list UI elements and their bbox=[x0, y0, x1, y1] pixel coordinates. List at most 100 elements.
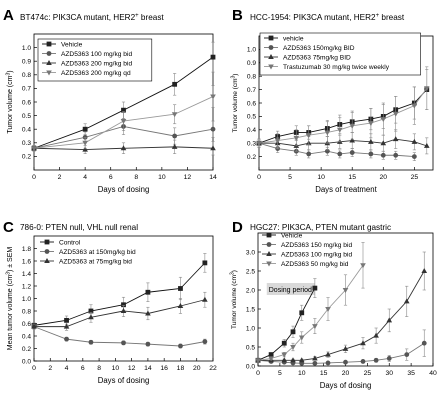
x-tick-label: 0 bbox=[32, 174, 36, 181]
y-label-text: Tumor volume (cm bbox=[7, 75, 14, 133]
title-text: BT474c: PIK3CA mutant, HER2 bbox=[20, 13, 136, 22]
series-4 bbox=[31, 85, 216, 152]
x-tick-label: 10 bbox=[112, 365, 120, 372]
y-tick-label: 2.0 bbox=[246, 287, 255, 294]
dosing-period-label: Dosing period bbox=[269, 287, 312, 294]
data-point bbox=[88, 308, 94, 314]
y-tick-label: 0.8 bbox=[22, 308, 31, 315]
data-point bbox=[145, 289, 151, 295]
data-point bbox=[82, 146, 88, 152]
series-line bbox=[33, 262, 206, 326]
x-tick-label: 4 bbox=[65, 365, 69, 372]
data-point bbox=[299, 310, 305, 316]
data-point bbox=[386, 356, 392, 361]
data-point bbox=[172, 81, 178, 87]
data-point bbox=[403, 298, 410, 304]
data-point bbox=[120, 308, 127, 313]
data-point bbox=[343, 359, 348, 365]
x-axis-label: Days of dosing bbox=[98, 185, 150, 194]
y-label-text: Tumor volume (cm bbox=[232, 79, 239, 133]
data-point bbox=[373, 332, 379, 338]
x-tick-label: 5 bbox=[278, 370, 282, 377]
data-point bbox=[268, 356, 274, 362]
y-label-superscript: 3 bbox=[231, 76, 237, 79]
data-point bbox=[255, 358, 261, 364]
series-1 bbox=[256, 69, 430, 148]
data-point bbox=[423, 86, 430, 92]
data-point bbox=[31, 146, 37, 152]
legend-label: Control bbox=[59, 240, 81, 247]
data-point bbox=[360, 359, 366, 364]
y-axis-label: Mean tumor volume (cm3) ± SEM bbox=[6, 247, 15, 351]
series-line bbox=[34, 299, 205, 328]
x-axis-label: Days of treatment bbox=[315, 185, 377, 194]
data-point bbox=[325, 351, 331, 357]
series-line bbox=[258, 89, 428, 144]
data-point bbox=[268, 352, 274, 357]
data-point bbox=[342, 288, 349, 293]
series-3 bbox=[31, 139, 216, 156]
y-axis-label: Tumor volume (cm3) bbox=[231, 74, 240, 133]
y-label-text-end: ) ± SEM bbox=[7, 247, 14, 272]
x-tick-label: 35 bbox=[407, 370, 415, 377]
series-4 bbox=[256, 66, 430, 148]
x-tick-label: 4 bbox=[83, 174, 87, 181]
y-axis-label: Tumor volume (cm3) bbox=[6, 70, 15, 133]
data-point bbox=[290, 345, 296, 350]
legend-label: AZD5363 200 mg/kg qd bbox=[61, 70, 131, 77]
data-point bbox=[202, 260, 208, 266]
data-point bbox=[145, 310, 151, 316]
legend-marker bbox=[266, 232, 272, 238]
legend-marker bbox=[268, 64, 274, 70]
data-point bbox=[404, 352, 410, 357]
legend-marker bbox=[44, 239, 50, 245]
y-tick-label: 0.5 bbox=[247, 114, 256, 121]
x-tick-label: 10 bbox=[317, 174, 325, 181]
data-point bbox=[349, 150, 355, 155]
data-point bbox=[172, 133, 178, 139]
x-axis-label: Days of dosing bbox=[98, 376, 150, 385]
legend-label: AZD5363 at 150mg/kg bid bbox=[59, 249, 136, 256]
data-point bbox=[380, 140, 387, 146]
data-point bbox=[306, 151, 312, 157]
x-tick-label: 0 bbox=[32, 365, 36, 372]
legend-label: AZD5363 75mg/kg BID bbox=[283, 55, 351, 62]
x-tick-label: 5 bbox=[288, 174, 292, 181]
legend-marker bbox=[268, 54, 274, 59]
y-tick-label: 3.0 bbox=[246, 249, 255, 256]
data-point bbox=[177, 303, 184, 308]
data-point bbox=[202, 339, 208, 345]
data-point bbox=[31, 323, 37, 329]
y-tick-label: 0.4 bbox=[22, 333, 31, 340]
chart-panel-a: A BT474c: PIK3CA mutant, HER2+ breast 0.2 0… bbox=[3, 7, 217, 194]
legend-label: AZD5363 150mg/kg BID bbox=[283, 45, 355, 52]
series-3 bbox=[256, 129, 430, 155]
data-point bbox=[324, 130, 331, 136]
legend-marker bbox=[268, 45, 274, 50]
x-tick-label: 40 bbox=[429, 370, 437, 377]
y-tick-label: 0.2 bbox=[22, 154, 31, 161]
y-tick-label: 1.4 bbox=[22, 271, 31, 278]
x-tick-label: 8 bbox=[97, 365, 101, 372]
data-point bbox=[312, 355, 318, 361]
legend-label: AZD5363 50 mg/kg bid bbox=[281, 261, 349, 268]
legend: Vehicle AZD5363 100 mg/kg bid AZD5363 200 … bbox=[37, 38, 153, 82]
y-tick-label: 0.9 bbox=[247, 60, 256, 67]
data-point bbox=[312, 360, 318, 366]
x-tick-label: 2 bbox=[48, 365, 52, 372]
chart-panel-b: B HCC-1954: PIK3CA mutant, HER2+ breast 0.… bbox=[231, 7, 434, 194]
panel-title: 786-0: PTEN null, VHL null renal bbox=[20, 223, 138, 232]
x-tick-label: 0 bbox=[256, 370, 260, 377]
x-tick-label: 8 bbox=[134, 174, 138, 181]
data-point bbox=[64, 317, 69, 323]
data-point bbox=[171, 112, 178, 118]
data-point bbox=[88, 314, 94, 320]
data-point bbox=[256, 141, 262, 147]
panel-title: HCC-1954: PIK3CA mutant, HER2+ breast bbox=[250, 13, 405, 22]
y-label-text: Tumor volume (cm bbox=[231, 275, 238, 329]
data-point bbox=[290, 357, 296, 363]
legend-marker bbox=[268, 35, 274, 41]
y-label-superscript: 3 bbox=[230, 272, 236, 275]
data-point bbox=[349, 137, 356, 143]
